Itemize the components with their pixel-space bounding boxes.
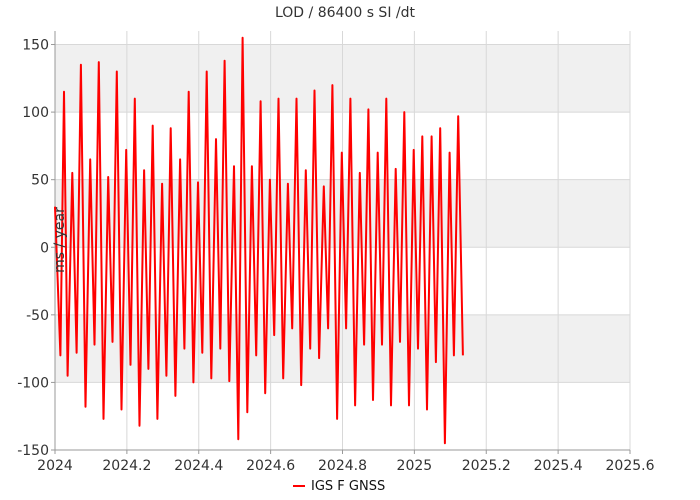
legend-label: IGS F GNSS [311, 479, 385, 494]
y-tick-label: 50 [31, 173, 49, 189]
x-tick-label: 2025.4 [534, 458, 583, 474]
series-line [54, 36, 464, 445]
x-tick-label: 2024.8 [318, 458, 367, 474]
chart-title: LOD / 86400 s SI /dt [275, 5, 416, 21]
y-tick-label: 100 [22, 105, 49, 121]
y-axis-label: ms / year [52, 207, 68, 273]
y-tick-label: 150 [22, 38, 49, 54]
y-tick-label: -50 [26, 308, 49, 324]
x-tick-label: 2025.6 [606, 458, 655, 474]
x-tick-label: 2025 [397, 458, 433, 474]
y-tick-label: 0 [40, 240, 49, 256]
x-tick-label: 2024.4 [174, 458, 223, 474]
y-tick-label: -100 [17, 375, 49, 391]
x-tick-label: 2024.6 [246, 458, 295, 474]
x-tick-label: 2024 [37, 458, 73, 474]
x-tick-label: 2025.2 [462, 458, 511, 474]
series-lines [54, 36, 464, 445]
y-tick-label: -150 [17, 443, 49, 459]
y-axis-ticks: -150 -100 -50 0 50 100 150 [17, 38, 55, 459]
x-tick-label: 2024.2 [102, 458, 151, 474]
x-axis-ticks: 2024 2024.2 2024.4 2024.6 2024.8 2025 2025.2 20… [37, 450, 655, 474]
legend: IGS F GNSS [293, 479, 385, 494]
